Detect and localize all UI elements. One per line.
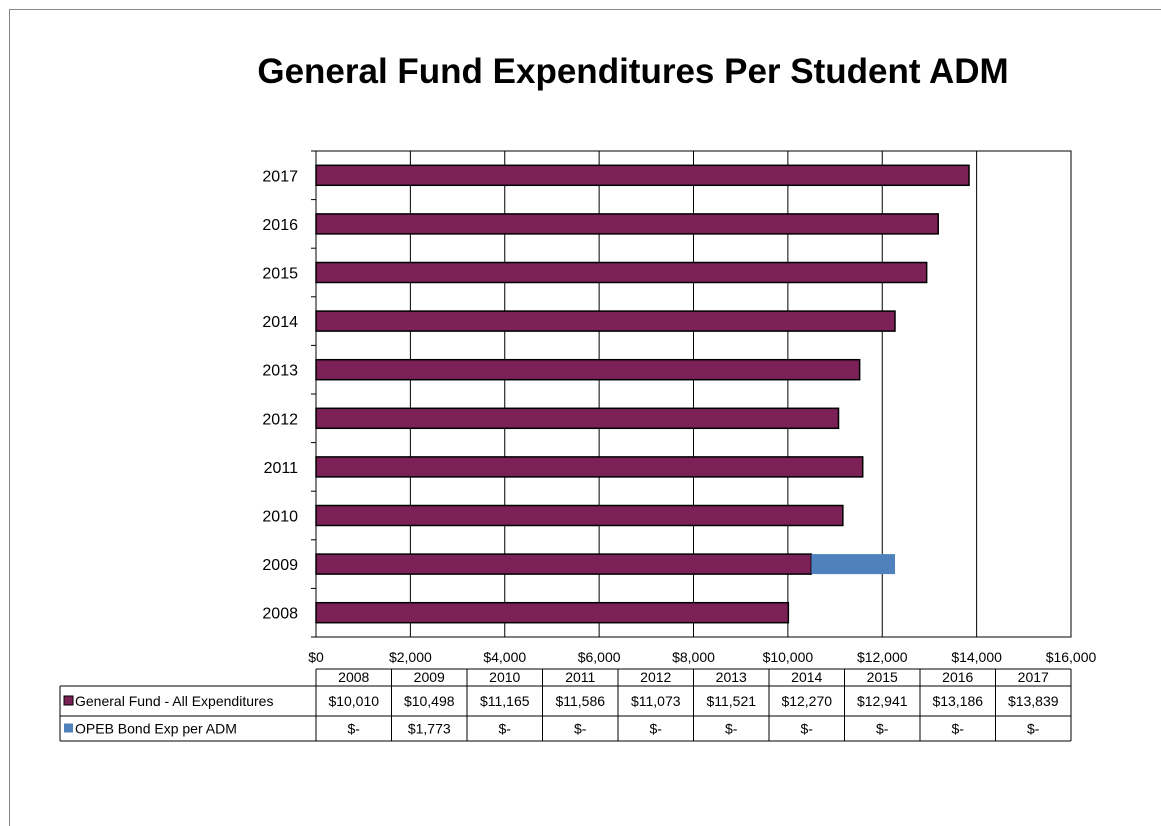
y-tick-label: 2011 xyxy=(264,460,299,477)
x-tick-label: $6,000 xyxy=(578,649,621,665)
legend-key xyxy=(63,695,74,706)
bar-general-fund xyxy=(315,310,896,332)
x-tick-label: $16,000 xyxy=(1046,649,1097,665)
bar-general-fund xyxy=(315,504,844,527)
table-value: $- xyxy=(499,721,512,737)
chart-frame xyxy=(9,9,1161,826)
table-value: $11,586 xyxy=(555,693,605,709)
table-header-year: 2012 xyxy=(640,669,671,685)
table-value: $11,165 xyxy=(480,693,530,709)
x-tick-label: $10,000 xyxy=(763,649,814,665)
table-value: $- xyxy=(574,721,587,737)
table-header-year: 2008 xyxy=(338,669,369,685)
table-value: $12,941 xyxy=(857,693,908,709)
table-value: $13,839 xyxy=(1008,693,1059,709)
bar-opeb-bond xyxy=(811,554,896,575)
table-value: $- xyxy=(1027,721,1040,737)
table-value: $11,073 xyxy=(631,693,681,709)
table-header-year: 2017 xyxy=(1018,669,1049,685)
bar-general-fund xyxy=(315,601,790,624)
y-tick-label: 2016 xyxy=(262,217,298,234)
y-tick-label: 2014 xyxy=(262,314,298,331)
table-value: $13,186 xyxy=(932,693,983,709)
x-tick-label: $12,000 xyxy=(857,649,908,665)
table-value: $12,270 xyxy=(781,693,832,709)
table-value: $11,521 xyxy=(706,693,756,709)
bar-general-fund xyxy=(315,358,861,381)
table-header-year: 2009 xyxy=(414,669,445,685)
table-value: $- xyxy=(650,721,663,737)
x-tick-label: $0 xyxy=(308,649,324,665)
legend-label: OPEB Bond Exp per ADM xyxy=(75,721,237,737)
bar-general-fund xyxy=(315,407,840,430)
x-tick-label: $8,000 xyxy=(672,649,715,665)
table-header-year: 2015 xyxy=(867,669,898,685)
table-header-year: 2014 xyxy=(791,669,822,685)
bar-general-fund xyxy=(315,553,813,575)
table-value: $- xyxy=(725,721,738,737)
y-tick-label: 2008 xyxy=(262,606,298,623)
y-tick-label: 2012 xyxy=(262,411,298,428)
table-header-year: 2011 xyxy=(565,669,595,685)
table-value: $10,498 xyxy=(404,693,455,709)
table-value: $- xyxy=(348,721,361,737)
y-tick-label: 2017 xyxy=(262,168,298,185)
x-tick-label: $14,000 xyxy=(951,649,1002,665)
x-tick-label: $2,000 xyxy=(389,649,432,665)
y-tick-label: 2009 xyxy=(262,557,298,574)
legend-label: General Fund - All Expenditures xyxy=(75,693,273,709)
bar-general-fund xyxy=(315,164,970,187)
y-tick-label: 2013 xyxy=(262,363,298,380)
table-header-year: 2016 xyxy=(942,669,973,685)
legend-key xyxy=(64,723,73,733)
bar-general-fund xyxy=(315,213,939,235)
table-value: $- xyxy=(801,721,814,737)
table-value: $- xyxy=(952,721,965,737)
x-tick-label: $4,000 xyxy=(483,649,526,665)
chart-title: General Fund Expenditures Per Student AD… xyxy=(257,52,1009,91)
table-header-year: 2010 xyxy=(489,669,520,685)
bar-general-fund xyxy=(315,261,928,284)
y-tick-label: 2010 xyxy=(262,509,298,526)
bar-general-fund xyxy=(315,456,864,478)
table-value: $- xyxy=(876,721,889,737)
table-value: $1,773 xyxy=(408,721,451,737)
table-value: $10,010 xyxy=(328,693,379,709)
y-tick-label: 2015 xyxy=(262,266,298,283)
table-header-year: 2013 xyxy=(716,669,747,685)
